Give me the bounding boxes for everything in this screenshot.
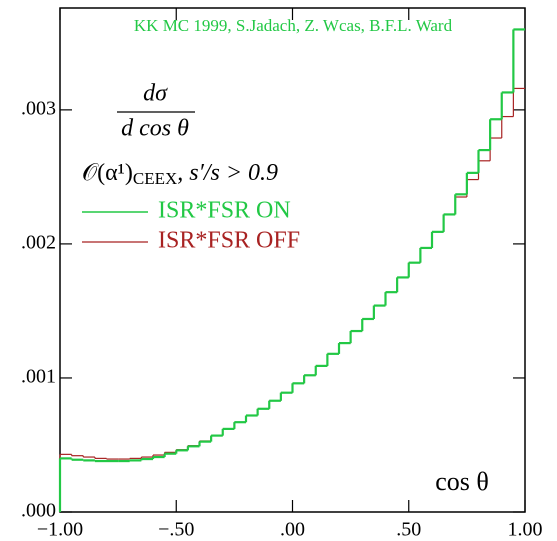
x-tick-label: .50 [396,519,421,541]
y-tick-label: .001 [21,366,56,388]
y-tick-label: .002 [21,232,56,254]
selection-order: 𝒪(α¹) [82,160,133,186]
x-tick-label: −.50 [158,519,194,541]
selection-sub: CEEX [133,169,177,188]
ylabel-denominator: d cos θ [121,116,189,142]
y-tick-label: .003 [21,97,56,119]
legend-label: ISR*FSR ON [158,198,291,224]
selection-cut: , s′/s > 0.9 [177,160,278,186]
ylabel-numerator: dσ [143,81,168,107]
selection-label: 𝒪(α¹)CEEX, s′/s > 0.9 [82,160,278,188]
y-tick-label: .000 [21,500,56,522]
x-tick-label: −1.00 [37,519,83,541]
x-tick-label: .00 [280,519,305,541]
x-axis-label: cos θ [435,467,489,496]
legend-label: ISR*FSR OFF [158,228,300,254]
x-tick-label: 1.00 [508,519,543,541]
plot-frame [59,7,526,513]
chart-title: KK MC 1999, S.Jadach, Z. Wcas, B.F.L. Wa… [134,16,453,35]
